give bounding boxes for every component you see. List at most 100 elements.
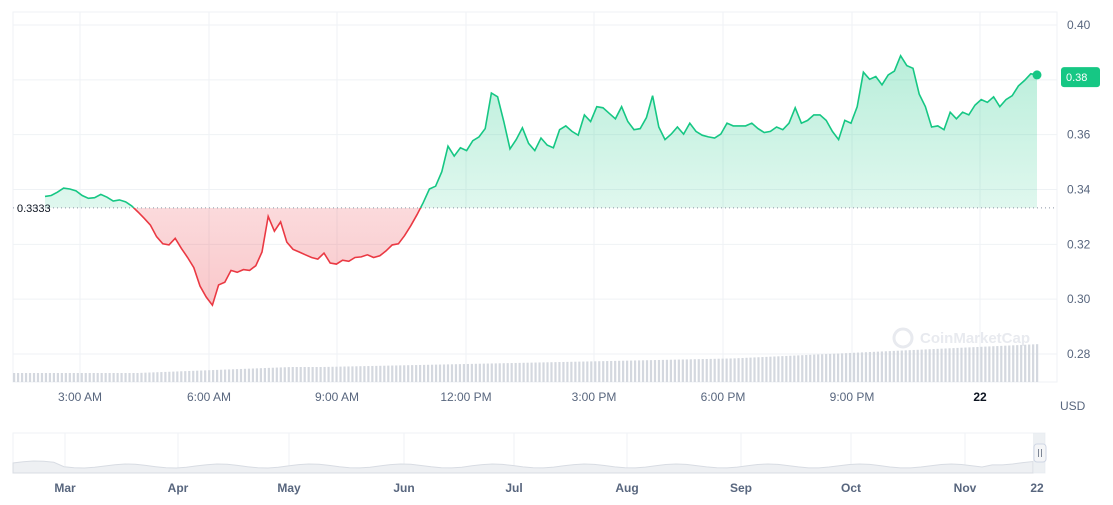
volume-bar bbox=[709, 358, 712, 382]
volume-bar bbox=[411, 365, 414, 382]
volume-bar bbox=[399, 365, 402, 382]
volume-bar bbox=[948, 348, 951, 382]
volume-bar bbox=[351, 366, 354, 382]
volume-bar bbox=[176, 371, 179, 382]
volume-bar bbox=[550, 362, 553, 382]
navigator-month-label: 22 bbox=[1030, 481, 1044, 495]
volume-bar bbox=[196, 370, 199, 382]
volume-bar bbox=[888, 351, 891, 382]
navigator-month-label: Sep bbox=[730, 481, 752, 495]
volume-bar bbox=[200, 370, 203, 382]
navigator-month-label: Jul bbox=[505, 481, 522, 495]
volume-bar bbox=[172, 371, 175, 382]
volume-bar bbox=[100, 373, 103, 382]
volume-bar bbox=[610, 360, 613, 382]
volume-bar bbox=[132, 373, 135, 382]
navigator-handle[interactable] bbox=[1033, 443, 1047, 463]
volume-bar bbox=[64, 373, 67, 382]
volume-bar bbox=[626, 360, 629, 382]
volume-bar bbox=[363, 366, 366, 382]
volume-bar bbox=[868, 352, 872, 382]
volume-bar bbox=[1036, 344, 1039, 382]
volume-bar bbox=[518, 362, 521, 382]
volume-bar bbox=[482, 363, 485, 382]
volume-bar bbox=[267, 367, 270, 382]
volume-bar bbox=[1000, 345, 1003, 382]
volume-bar bbox=[797, 355, 800, 382]
x-tick-label: 6:00 AM bbox=[187, 390, 231, 404]
volume-bar bbox=[442, 364, 446, 382]
volume-bar bbox=[506, 363, 509, 382]
volume-bar bbox=[976, 346, 979, 382]
volume-bar bbox=[896, 350, 899, 382]
volume-bar bbox=[307, 367, 310, 382]
volume-bar bbox=[562, 361, 565, 382]
volume-bar bbox=[805, 354, 808, 382]
y-tick-label: 0.34 bbox=[1067, 183, 1091, 197]
volume-bar bbox=[299, 367, 302, 382]
volume-bar bbox=[618, 360, 621, 382]
volume-bar bbox=[856, 352, 860, 382]
navigator-month-label: Jun bbox=[393, 481, 414, 495]
volume-bar bbox=[833, 353, 836, 382]
volume-bar bbox=[423, 364, 426, 382]
volume-bar bbox=[733, 358, 736, 382]
x-tick-label: 22 bbox=[973, 390, 987, 404]
volume-bar bbox=[140, 372, 143, 382]
volume-bar bbox=[1008, 345, 1011, 382]
volume-bar bbox=[852, 352, 856, 382]
volume-bar bbox=[88, 373, 91, 382]
volume-bar bbox=[614, 360, 617, 382]
volume-bar bbox=[924, 349, 927, 382]
volume-bar bbox=[227, 369, 231, 382]
price-line-down bbox=[132, 207, 422, 307]
navigator-month-label: Mar bbox=[54, 481, 76, 495]
volume-bar bbox=[303, 367, 306, 382]
volume-bar bbox=[13, 373, 16, 382]
volume-bar bbox=[76, 373, 79, 382]
volume-bar bbox=[1028, 344, 1031, 382]
volume-bar bbox=[128, 373, 131, 382]
volume-bar bbox=[534, 362, 537, 382]
volume-bar bbox=[697, 359, 700, 382]
volume-bar bbox=[355, 366, 358, 382]
volume-bar bbox=[661, 359, 665, 382]
volume-bar bbox=[120, 373, 123, 382]
volume-bar bbox=[689, 359, 692, 382]
volume-bar bbox=[295, 367, 298, 382]
volume-bar bbox=[112, 373, 115, 382]
volume-bar bbox=[450, 364, 454, 382]
volume-bar bbox=[725, 358, 728, 382]
volume-bar bbox=[204, 370, 207, 382]
volume-bar bbox=[438, 364, 442, 382]
volume-bar bbox=[522, 362, 525, 382]
volume-bar bbox=[769, 356, 772, 382]
volume-bar bbox=[717, 358, 720, 382]
volume-bar bbox=[192, 370, 195, 382]
price-area-down bbox=[133, 207, 421, 306]
x-tick-label: 3:00 PM bbox=[572, 390, 617, 404]
y-tick-label: 0.40 bbox=[1067, 18, 1091, 32]
volume-bar bbox=[952, 348, 955, 382]
volume-bar bbox=[331, 366, 334, 382]
volume-bar bbox=[777, 356, 780, 382]
volume-bar bbox=[622, 360, 625, 382]
volume-bar bbox=[932, 349, 935, 382]
volume-bar bbox=[40, 373, 44, 382]
volume-bar bbox=[773, 356, 776, 382]
volume-bar bbox=[391, 365, 394, 382]
volume-bar bbox=[876, 351, 879, 382]
volume-bar bbox=[494, 363, 497, 382]
volume-bar bbox=[430, 364, 434, 382]
x-tick-label: 6:00 PM bbox=[701, 390, 746, 404]
volume-bar bbox=[637, 360, 641, 382]
price-chart[interactable]: CoinMarketCap 0.3333 0.40 0.38 0.36 0.34 0.3… bbox=[0, 0, 1113, 430]
watermark-text: CoinMarketCap bbox=[920, 330, 1030, 347]
volume-bar bbox=[243, 368, 247, 382]
volume-bar bbox=[801, 355, 804, 382]
volume-bar bbox=[271, 367, 274, 382]
volume-bar bbox=[415, 365, 418, 382]
volume-bar bbox=[148, 372, 151, 382]
volume-bar bbox=[602, 361, 605, 382]
volume-bar bbox=[279, 367, 282, 382]
